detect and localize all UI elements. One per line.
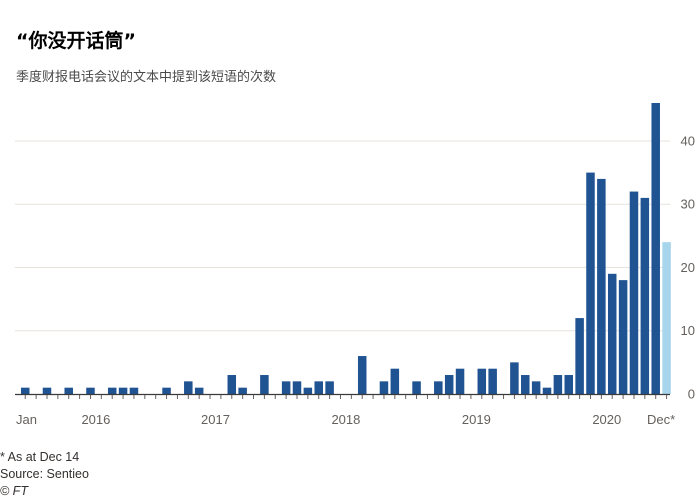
bar bbox=[184, 381, 193, 394]
bar bbox=[553, 375, 563, 394]
bar bbox=[227, 375, 237, 394]
bar bbox=[455, 368, 465, 394]
bar bbox=[194, 387, 204, 394]
bar bbox=[651, 103, 660, 394]
bar bbox=[477, 368, 487, 394]
bar bbox=[390, 368, 400, 394]
bar bbox=[586, 172, 595, 394]
x-tick-label: 2017 bbox=[201, 412, 230, 427]
bar bbox=[42, 387, 52, 394]
copyright-note: © FT bbox=[0, 484, 28, 498]
gridlines bbox=[15, 140, 670, 332]
x-tick-label: Dec* bbox=[647, 412, 675, 427]
y-tick-label: 10 bbox=[681, 323, 695, 338]
bar bbox=[21, 387, 30, 394]
bar bbox=[357, 356, 367, 394]
bar bbox=[303, 387, 313, 394]
bar bbox=[597, 178, 606, 394]
bar bbox=[64, 387, 73, 394]
bar bbox=[86, 387, 95, 394]
bar bbox=[575, 318, 584, 394]
bar bbox=[238, 387, 247, 394]
bar bbox=[118, 387, 128, 394]
bar bbox=[325, 381, 334, 394]
y-tick-label: 0 bbox=[688, 387, 695, 402]
y-tick-label: 30 bbox=[681, 197, 695, 212]
bars bbox=[21, 103, 671, 394]
x-tick-label: 2018 bbox=[331, 412, 360, 427]
bar bbox=[379, 381, 389, 394]
bar bbox=[260, 375, 269, 394]
bar-chart: 0 10 20 30 40 Jan 2016 2017 2018 2019 2020 Dec* bbox=[15, 103, 695, 427]
y-tick-label: 20 bbox=[681, 260, 695, 275]
bar bbox=[107, 387, 117, 394]
x-tick-label: Jan bbox=[16, 412, 37, 427]
x-axis-labels: Jan 2016 2017 2018 2019 2020 Dec* bbox=[16, 412, 675, 427]
bar bbox=[281, 381, 291, 394]
chart-subtitle: 季度财报电话会议的文本中提到该短语的次数 bbox=[16, 70, 277, 85]
bar bbox=[162, 387, 171, 394]
x-tick-label: 2020 bbox=[592, 412, 621, 427]
bar bbox=[542, 387, 552, 394]
bar bbox=[434, 381, 443, 394]
x-axis bbox=[15, 393, 670, 399]
y-axis-labels: 0 10 20 30 40 bbox=[681, 133, 695, 401]
bar-partial-quarter bbox=[662, 242, 671, 394]
bar bbox=[629, 191, 639, 394]
bar bbox=[618, 280, 628, 394]
chart-title: “你没开话筒” bbox=[16, 30, 136, 52]
x-tick-label: 2016 bbox=[81, 412, 110, 427]
bar bbox=[640, 197, 650, 394]
bar bbox=[412, 381, 421, 394]
footnote: * As at Dec 14 bbox=[0, 450, 80, 464]
bar bbox=[521, 375, 530, 394]
source-note: Source: Sentieo bbox=[0, 467, 89, 481]
bar bbox=[488, 368, 497, 394]
bar bbox=[607, 273, 617, 394]
bar bbox=[531, 381, 541, 394]
x-tick-label: 2019 bbox=[462, 412, 491, 427]
bar bbox=[314, 381, 323, 394]
y-tick-label: 40 bbox=[681, 133, 695, 148]
bar bbox=[510, 362, 519, 394]
bar bbox=[292, 381, 302, 394]
bar bbox=[129, 387, 139, 394]
bar bbox=[564, 375, 573, 394]
bar bbox=[444, 375, 454, 394]
